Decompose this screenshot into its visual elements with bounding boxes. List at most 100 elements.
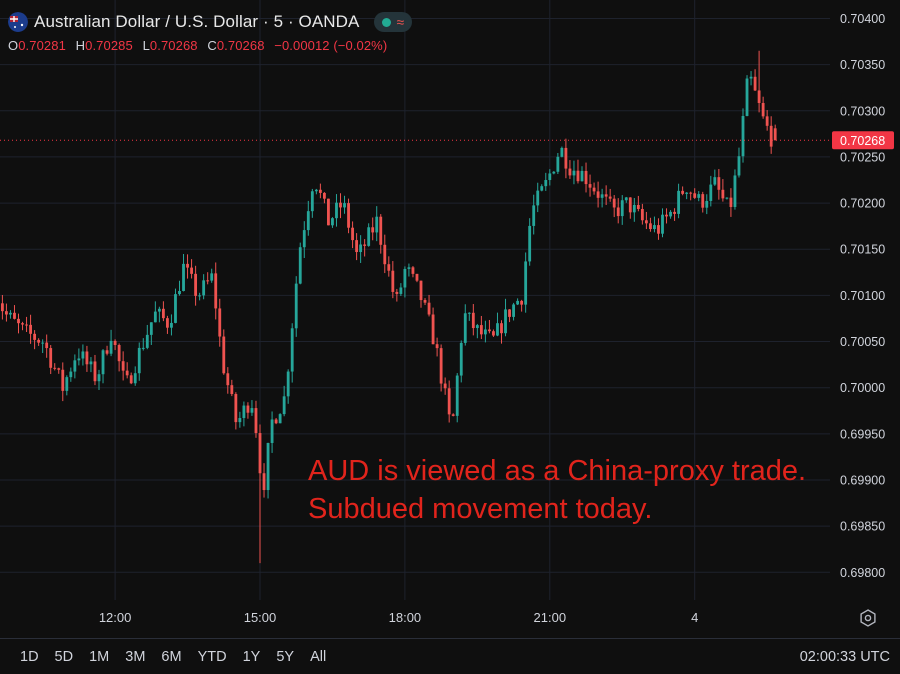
candle <box>367 223 371 247</box>
candle-body <box>729 197 733 207</box>
candle <box>314 188 318 195</box>
candle <box>161 301 165 322</box>
candle-body <box>302 230 306 248</box>
candle-body <box>286 371 290 397</box>
candle <box>584 162 588 193</box>
candle <box>133 366 137 386</box>
low-label: L <box>142 38 150 53</box>
candle-body <box>170 322 173 328</box>
candle <box>202 274 206 300</box>
candle <box>677 183 681 219</box>
chart-settings-button[interactable] <box>858 608 878 628</box>
symbol-title[interactable]: Australian Dollar / U.S. Dollar · 5 · OA… <box>34 12 360 31</box>
candle-body <box>282 396 286 415</box>
candle <box>447 380 451 423</box>
candle-body <box>560 147 564 157</box>
candle <box>13 305 16 320</box>
candle-body <box>689 192 693 194</box>
x-tick-label: 12:00 <box>99 610 132 625</box>
timeframe-bar: 1D 5D 1M 3M 6M YTD 1Y 5Y All 02:00:33 UTC <box>0 638 900 674</box>
candle <box>174 288 177 324</box>
candle <box>170 314 173 336</box>
candle <box>210 268 214 283</box>
y-tick-label: 0.69950 <box>840 427 885 441</box>
range-button-5y[interactable]: 5Y <box>276 649 302 665</box>
candle-body <box>105 350 109 354</box>
range-button-6m[interactable]: 6M <box>161 649 189 665</box>
candle-body <box>399 287 403 294</box>
candle-body <box>29 324 32 334</box>
candle-body <box>49 348 53 368</box>
candle-body <box>423 300 427 303</box>
candle-body <box>463 313 467 343</box>
candle-body <box>479 325 483 335</box>
candle <box>194 265 198 306</box>
range-button-1y[interactable]: 1Y <box>243 649 269 665</box>
candle-body <box>568 168 572 176</box>
candle <box>121 351 125 381</box>
candle-body <box>443 383 447 389</box>
candle-body <box>741 115 745 157</box>
candle <box>709 175 713 207</box>
range-button-3m[interactable]: 3M <box>125 649 153 665</box>
candle-body <box>604 194 608 197</box>
candle-body <box>512 304 515 317</box>
range-button-ytd[interactable]: YTD <box>198 649 235 665</box>
candle <box>640 203 644 225</box>
candle-body <box>681 190 685 194</box>
candle <box>246 402 250 419</box>
utc-clock[interactable]: 02:00:33 UTC <box>799 649 890 665</box>
candle <box>351 221 354 249</box>
candle-body <box>620 200 624 217</box>
candle <box>580 166 584 182</box>
candle <box>234 392 238 430</box>
market-status-pill[interactable]: ≈ <box>373 12 413 32</box>
candle <box>21 321 24 331</box>
candle-body <box>359 244 363 253</box>
candle-body <box>166 318 169 328</box>
close-label: C <box>207 38 217 53</box>
candle-body <box>89 361 93 365</box>
candle-body <box>705 200 709 208</box>
candle-body <box>335 202 338 219</box>
y-tick-label: 0.70000 <box>840 381 885 395</box>
range-button-all[interactable]: All <box>310 649 334 665</box>
candle-body <box>644 220 648 224</box>
candle-body <box>198 295 202 297</box>
candle-body <box>548 173 552 181</box>
candle-body <box>596 191 600 198</box>
candle <box>415 273 419 283</box>
candle <box>632 198 636 222</box>
candle <box>427 294 431 317</box>
candle <box>697 191 701 202</box>
candle-body <box>765 116 769 126</box>
candle-body <box>427 302 431 315</box>
candle <box>69 367 73 382</box>
candle-body <box>246 405 250 413</box>
candle-body <box>508 309 511 317</box>
candle-body <box>37 339 41 343</box>
candle-body <box>496 323 499 336</box>
range-buttons: 1D 5D 1M 3M 6M YTD 1Y 5Y All <box>0 649 334 665</box>
candle <box>649 217 652 232</box>
candle-body <box>290 328 294 372</box>
candle-body <box>431 314 435 345</box>
candle-body <box>149 322 153 335</box>
ohlc-legend: O0.70281 H0.70285 L0.70268 C0.70268 −0.0… <box>8 38 412 53</box>
candle <box>254 400 258 438</box>
candle <box>109 329 113 357</box>
candle-body <box>612 198 616 208</box>
range-button-1m[interactable]: 1M <box>89 649 117 665</box>
candle <box>258 424 262 564</box>
open-label: O <box>8 38 19 53</box>
range-button-5d[interactable]: 5D <box>55 649 82 665</box>
candle-body <box>516 300 520 305</box>
candle <box>125 362 129 379</box>
candle <box>141 338 145 351</box>
candle-body <box>528 225 532 262</box>
range-button-1d[interactable]: 1D <box>20 649 47 665</box>
candle-body <box>351 227 354 241</box>
candle <box>669 210 672 219</box>
